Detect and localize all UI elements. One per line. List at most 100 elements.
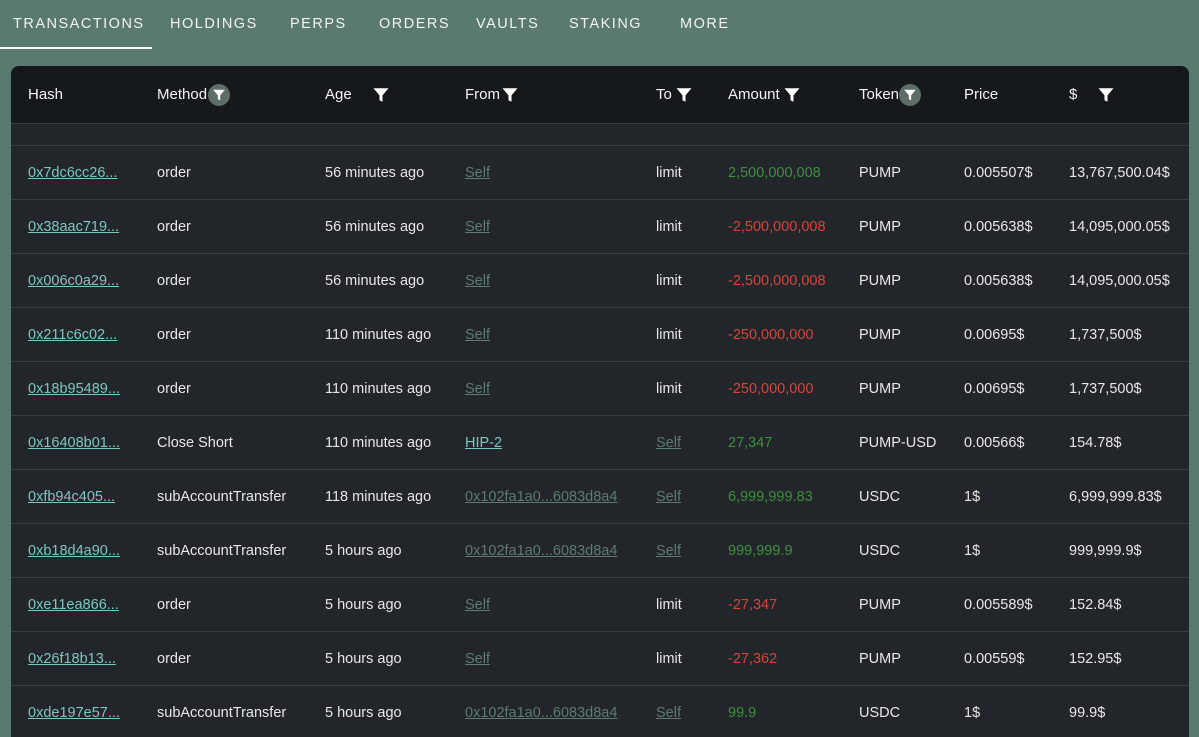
tx-hash-link[interactable]: 0xe11ea866... bbox=[28, 596, 119, 613]
from-filter-icon[interactable] bbox=[501, 86, 519, 104]
column-header-hash: Hash bbox=[28, 86, 64, 103]
tx-hash-link[interactable]: 0x16408b01... bbox=[28, 434, 120, 451]
table-row[interactable]: 0xb18d4a90... subAccountTransfer 5 hours… bbox=[11, 524, 1189, 578]
from-link[interactable]: HIP-2 bbox=[465, 434, 503, 451]
column-header-amount: Amount bbox=[728, 86, 780, 103]
table-row[interactable]: 0x16408b01... Close Short 110 minutes ag… bbox=[11, 416, 1189, 470]
table-row[interactable]: 0xfb94c405... subAccountTransfer 118 min… bbox=[11, 470, 1189, 524]
from-link[interactable]: 0x102fa1a0...6083d8a4 bbox=[465, 704, 618, 721]
from-link[interactable]: 0x102fa1a0...6083d8a4 bbox=[465, 488, 618, 505]
tx-hash-link[interactable]: 0x006c0a29... bbox=[28, 272, 120, 289]
to-cell: limit bbox=[656, 650, 682, 667]
tab-perps[interactable]: PERPS bbox=[290, 16, 347, 32]
method-cell: order bbox=[157, 596, 191, 613]
table-row[interactable]: 0x7dc6cc26... order 56 minutes ago Self … bbox=[11, 146, 1189, 200]
tx-hash-link[interactable]: 0x18b95489... bbox=[28, 380, 120, 397]
price-cell: 0.005638$ bbox=[964, 218, 1033, 235]
table-row[interactable]: 0x18b95489... order 110 minutes ago Self… bbox=[11, 362, 1189, 416]
amount-filter-icon[interactable] bbox=[783, 86, 801, 104]
usd-value-cell: 1,737,500$ bbox=[1069, 380, 1142, 397]
amount-cell: 2,500,000,008 bbox=[728, 164, 821, 181]
to-link[interactable]: Self bbox=[656, 488, 681, 505]
age-cell: 56 minutes ago bbox=[325, 272, 425, 289]
tab-holdings[interactable]: HOLDINGS bbox=[170, 16, 258, 32]
tx-hash-link[interactable]: 0x211c6c02... bbox=[28, 326, 118, 343]
to-filter-icon[interactable] bbox=[675, 86, 693, 104]
method-cell: order bbox=[157, 272, 191, 289]
to-cell: limit bbox=[656, 326, 682, 343]
to-link[interactable]: Self bbox=[656, 434, 681, 451]
price-cell: 1$ bbox=[964, 704, 981, 721]
table-row[interactable]: 0xde197e57... subAccountTransfer 5 hours… bbox=[11, 686, 1189, 737]
to-cell: limit bbox=[656, 380, 682, 397]
age-cell: 5 hours ago bbox=[325, 542, 402, 559]
tx-hash-link[interactable]: 0xb18d4a90... bbox=[28, 542, 120, 559]
amount-cell: -2,500,000,008 bbox=[728, 272, 826, 289]
tx-hash-link[interactable]: 0x38aac719... bbox=[28, 218, 120, 235]
age-cell: 118 minutes ago bbox=[325, 488, 432, 505]
amount-cell: 6,999,999.83 bbox=[728, 488, 813, 505]
tx-hash-link[interactable]: 0x7dc6cc26... bbox=[28, 164, 118, 181]
tx-hash-link[interactable]: 0x26f18b13... bbox=[28, 650, 116, 667]
to-link[interactable]: Self bbox=[656, 704, 681, 721]
token-cell: PUMP bbox=[859, 380, 901, 397]
tab-staking[interactable]: STAKING bbox=[569, 16, 643, 32]
usd-value-cell: 6,999,999.83$ bbox=[1069, 488, 1162, 505]
token-cell: PUMP bbox=[859, 164, 901, 181]
tab-orders[interactable]: ORDERS bbox=[379, 16, 451, 32]
price-cell: 1$ bbox=[964, 488, 981, 505]
age-filter-icon[interactable] bbox=[372, 86, 390, 104]
tab-vaults[interactable]: VAULTS bbox=[476, 16, 540, 32]
from-link[interactable]: Self bbox=[465, 596, 490, 613]
tx-hash-link[interactable]: 0xde197e57... bbox=[28, 704, 120, 721]
age-cell: 5 hours ago bbox=[325, 704, 402, 721]
tab-transactions[interactable]: TRANSACTIONS bbox=[0, 0, 152, 49]
from-link[interactable]: 0x102fa1a0...6083d8a4 bbox=[465, 542, 618, 559]
table-row[interactable]: 0x211c6c02... order 110 minutes ago Self… bbox=[11, 308, 1189, 362]
token-cell: PUMP bbox=[859, 326, 901, 343]
to-link[interactable]: Self bbox=[656, 542, 681, 559]
token-cell: PUMP bbox=[859, 272, 901, 289]
table-row[interactable]: 0x26f18b13... order 5 hours ago Self lim… bbox=[11, 632, 1189, 686]
from-link[interactable]: Self bbox=[465, 164, 490, 181]
price-cell: 1$ bbox=[964, 542, 981, 559]
column-header-token: Token bbox=[859, 86, 900, 103]
from-link[interactable]: Self bbox=[465, 326, 490, 343]
table-row[interactable]: 0x006c0a29... order 56 minutes ago Self … bbox=[11, 254, 1189, 308]
amount-cell: 99.9 bbox=[728, 704, 757, 721]
tx-hash-link[interactable]: 0xfb94c405... bbox=[28, 488, 116, 505]
method-cell: order bbox=[157, 650, 191, 667]
transactions-table: Hash Method Age From To Amount Token Pri… bbox=[11, 66, 1189, 737]
from-link[interactable]: Self bbox=[465, 218, 490, 235]
column-header-age: Age bbox=[325, 86, 352, 103]
age-cell: 110 minutes ago bbox=[325, 380, 432, 397]
usd-value-cell: 99.9$ bbox=[1069, 704, 1106, 721]
token-cell: USDC bbox=[859, 488, 901, 505]
amount-cell: 999,999.9 bbox=[728, 542, 793, 559]
method-cell: subAccountTransfer bbox=[157, 488, 287, 505]
method-filter-icon[interactable] bbox=[208, 84, 230, 106]
tab-more[interactable]: MORE bbox=[680, 16, 730, 32]
from-link[interactable]: Self bbox=[465, 650, 490, 667]
token-cell: PUMP bbox=[859, 596, 901, 613]
token-cell: USDC bbox=[859, 704, 901, 721]
token-filter-icon[interactable] bbox=[899, 84, 921, 106]
table-row[interactable]: 0xe11ea866... order 5 hours ago Self lim… bbox=[11, 578, 1189, 632]
method-cell: order bbox=[157, 164, 191, 181]
column-header-price: Price bbox=[964, 86, 999, 103]
method-cell: order bbox=[157, 218, 191, 235]
to-cell: limit bbox=[656, 218, 682, 235]
token-cell: PUMP bbox=[859, 218, 901, 235]
age-cell: 5 hours ago bbox=[325, 650, 402, 667]
usd-value-cell: 154.78$ bbox=[1069, 434, 1122, 451]
amount-cell: -27,347 bbox=[728, 596, 778, 613]
from-link[interactable]: Self bbox=[465, 380, 490, 397]
table-header: Hash Method Age From To Amount Token Pri… bbox=[11, 66, 1189, 124]
usd-value-cell: 1,737,500$ bbox=[1069, 326, 1142, 343]
amount-cell: 27,347 bbox=[728, 434, 773, 451]
usd-value-cell: 999,999.9$ bbox=[1069, 542, 1142, 559]
table-row[interactable]: 0x38aac719... order 56 minutes ago Self … bbox=[11, 200, 1189, 254]
usd-filter-icon[interactable] bbox=[1097, 86, 1115, 104]
from-link[interactable]: Self bbox=[465, 272, 490, 289]
to-cell: limit bbox=[656, 272, 682, 289]
